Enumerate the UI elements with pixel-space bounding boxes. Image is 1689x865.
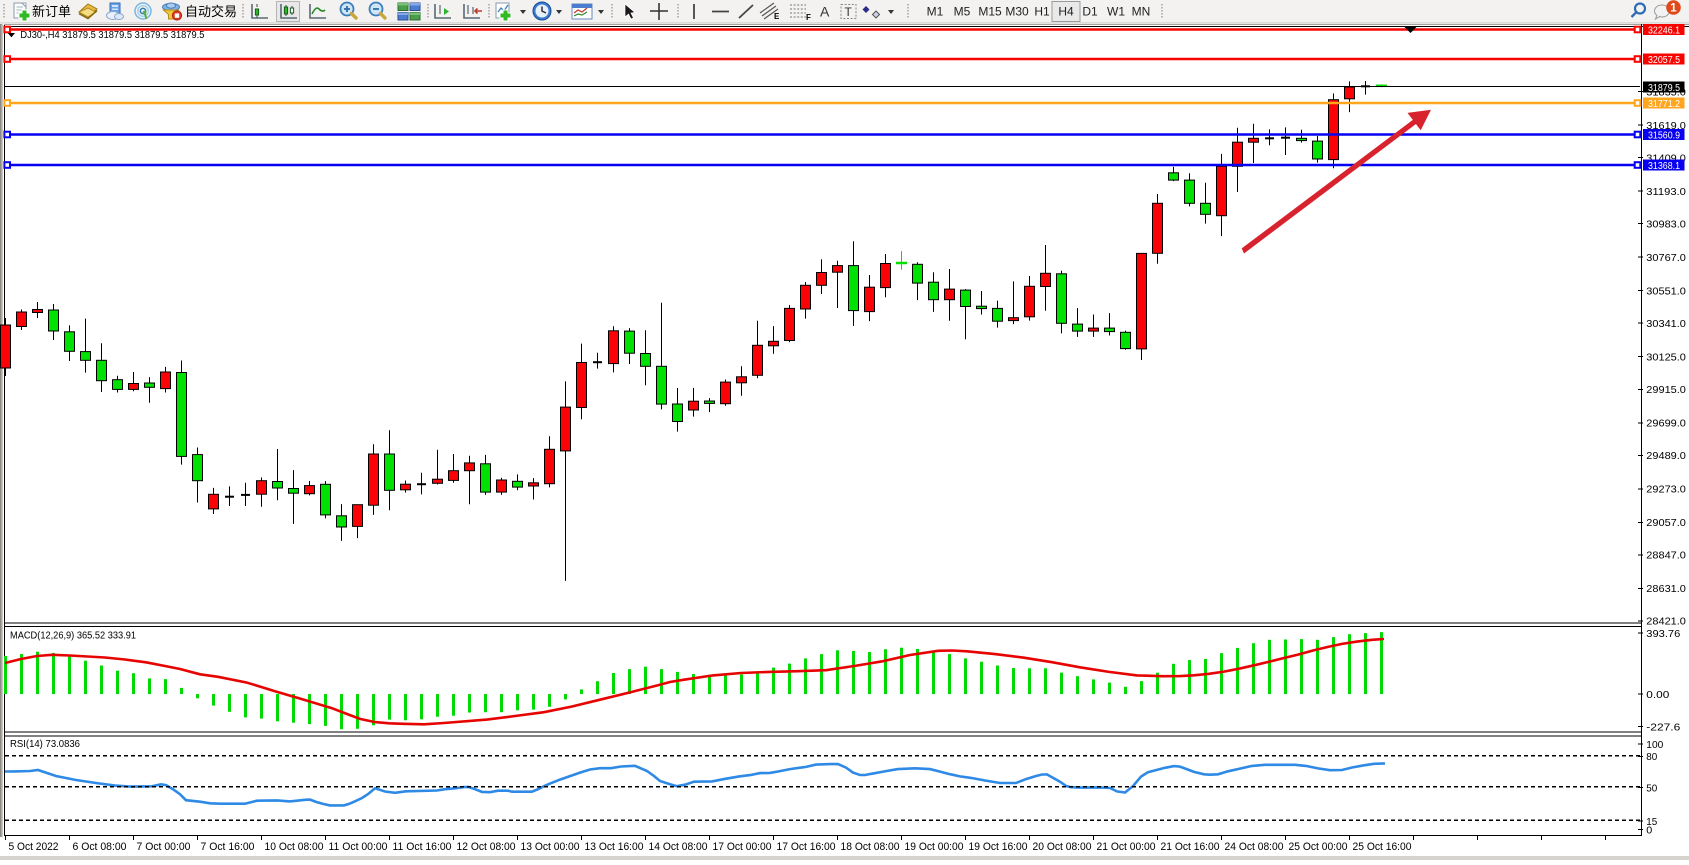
svg-text:21 Oct 00:00: 21 Oct 00:00 (1097, 841, 1156, 853)
svg-text:19 Oct 00:00: 19 Oct 00:00 (905, 841, 964, 853)
svg-text:29489.0: 29489.0 (1646, 450, 1686, 462)
svg-text:H1: H1 (1034, 5, 1050, 19)
svg-text:50: 50 (1646, 782, 1657, 794)
svg-text:T: T (845, 5, 853, 19)
svg-text:M1: M1 (927, 5, 944, 19)
svg-text:25 Oct 00:00: 25 Oct 00:00 (1289, 841, 1348, 853)
svg-text:5 Oct 2022: 5 Oct 2022 (9, 841, 59, 853)
svg-text:100: 100 (1646, 739, 1663, 751)
svg-text:29057.0: 29057.0 (1646, 517, 1686, 529)
svg-text:15: 15 (1646, 816, 1657, 828)
svg-text:13 Oct 00:00: 13 Oct 00:00 (521, 841, 580, 853)
svg-text:28421.0: 28421.0 (1646, 616, 1686, 628)
svg-text:21 Oct 16:00: 21 Oct 16:00 (1161, 841, 1220, 853)
svg-text:1: 1 (1670, 3, 1677, 15)
svg-text:18 Oct 08:00: 18 Oct 08:00 (841, 841, 900, 853)
svg-text:28847.0: 28847.0 (1646, 550, 1686, 562)
svg-text:32246.1: 32246.1 (1648, 25, 1680, 36)
svg-text:393.76: 393.76 (1646, 628, 1680, 640)
svg-text:E: E (774, 12, 780, 21)
svg-text:29915.0: 29915.0 (1646, 384, 1686, 396)
svg-text:7 Oct 00:00: 7 Oct 00:00 (137, 841, 191, 853)
svg-text:29273.0: 29273.0 (1646, 484, 1686, 496)
svg-text:30767.0: 30767.0 (1646, 252, 1686, 264)
svg-text:RSI(14) 73.0836: RSI(14) 73.0836 (10, 739, 80, 750)
svg-text:25 Oct 16:00: 25 Oct 16:00 (1353, 841, 1412, 853)
svg-text:12 Oct 08:00: 12 Oct 08:00 (457, 841, 516, 853)
svg-text:-227.6: -227.6 (1646, 721, 1680, 733)
svg-text:30983.0: 30983.0 (1646, 219, 1686, 231)
svg-text:W1: W1 (1107, 5, 1125, 19)
svg-text:28631.0: 28631.0 (1646, 583, 1686, 595)
svg-text:0: 0 (1646, 824, 1652, 836)
svg-text:31879.5: 31879.5 (1648, 83, 1680, 94)
svg-text:6 Oct 08:00: 6 Oct 08:00 (73, 841, 127, 853)
svg-text:F: F (806, 13, 811, 22)
svg-text:31368.1: 31368.1 (1648, 161, 1680, 172)
svg-text:自动交易: 自动交易 (185, 4, 237, 19)
svg-text:MN: MN (1132, 5, 1151, 19)
svg-text:11 Oct 00:00: 11 Oct 00:00 (329, 841, 388, 853)
svg-text:MACD(12,26,9) 365.52 333.91: MACD(12,26,9) 365.52 333.91 (10, 631, 136, 642)
svg-text:H4: H4 (1058, 5, 1074, 19)
svg-text:31771.2: 31771.2 (1648, 99, 1680, 110)
svg-text:20 Oct 08:00: 20 Oct 08:00 (1033, 841, 1092, 853)
svg-text:13 Oct 16:00: 13 Oct 16:00 (585, 841, 644, 853)
svg-text:29699.0: 29699.0 (1646, 418, 1686, 430)
svg-text:10 Oct 08:00: 10 Oct 08:00 (265, 841, 324, 853)
svg-text:30341.0: 30341.0 (1646, 318, 1686, 330)
svg-text:31560.9: 31560.9 (1648, 130, 1680, 141)
svg-text:31193.0: 31193.0 (1646, 186, 1686, 198)
svg-text:新订单: 新订单 (32, 4, 71, 19)
svg-text:24 Oct 08:00: 24 Oct 08:00 (1225, 841, 1284, 853)
svg-text:30551.0: 30551.0 (1646, 286, 1686, 298)
svg-text:17 Oct 00:00: 17 Oct 00:00 (713, 841, 772, 853)
svg-text:DJ30-,H4 31879.5 31879.5 3187: DJ30-,H4 31879.5 31879.5 31879.5 31879.5 (20, 30, 204, 41)
svg-text:M15: M15 (978, 5, 1002, 19)
svg-text:17 Oct 16:00: 17 Oct 16:00 (777, 841, 836, 853)
svg-text:0.00: 0.00 (1646, 689, 1669, 701)
svg-text:32057.5: 32057.5 (1648, 55, 1680, 66)
svg-text:19 Oct 16:00: 19 Oct 16:00 (969, 841, 1028, 853)
svg-text:7 Oct 16:00: 7 Oct 16:00 (201, 841, 255, 853)
svg-text:30125.0: 30125.0 (1646, 352, 1686, 364)
svg-text:A: A (820, 4, 830, 20)
svg-text:80: 80 (1646, 751, 1657, 763)
svg-text:11 Oct 16:00: 11 Oct 16:00 (393, 841, 452, 853)
svg-text:14 Oct 08:00: 14 Oct 08:00 (649, 841, 708, 853)
svg-text:M5: M5 (954, 5, 971, 19)
svg-text:D1: D1 (1082, 5, 1098, 19)
svg-text:M30: M30 (1005, 5, 1029, 19)
